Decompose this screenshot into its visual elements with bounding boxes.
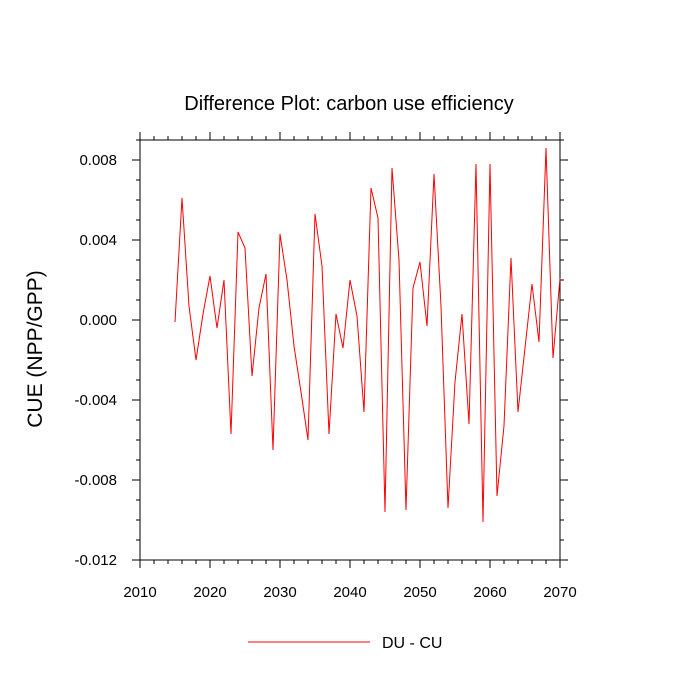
legend-label-du-cu: DU - CU <box>382 635 442 652</box>
x-tick-label: 2040 <box>333 584 366 601</box>
y-tick-label: -0.008 <box>74 472 117 489</box>
chart-title: Difference Plot: carbon use efficiency <box>184 93 513 115</box>
series-group <box>174 147 561 523</box>
y-tick-label: 0.008 <box>79 152 117 169</box>
x-tick-label: 2070 <box>543 584 576 601</box>
x-tick-label: 2020 <box>193 584 226 601</box>
y-tick-label: 0.004 <box>79 232 117 249</box>
x-tick-label: 2060 <box>473 584 506 601</box>
x-tick-label: 2010 <box>123 584 156 601</box>
tick-labels: 2010 2020 2030 2040 2050 2060 2070 -0.012 -0.008… <box>74 152 576 601</box>
legend: DU - CU <box>248 635 442 652</box>
y-tick-label: 0.000 <box>79 312 117 329</box>
x-tick-label: 2050 <box>403 584 436 601</box>
series-line-du-cu <box>174 147 561 523</box>
axis-ticks <box>132 132 568 568</box>
y-axis-label: CUE (NPP/GPP) <box>24 270 47 428</box>
y-tick-label: -0.004 <box>74 392 117 409</box>
y-tick-label: -0.012 <box>74 552 117 569</box>
plot-frame <box>139 139 561 561</box>
x-tick-label: 2030 <box>263 584 296 601</box>
